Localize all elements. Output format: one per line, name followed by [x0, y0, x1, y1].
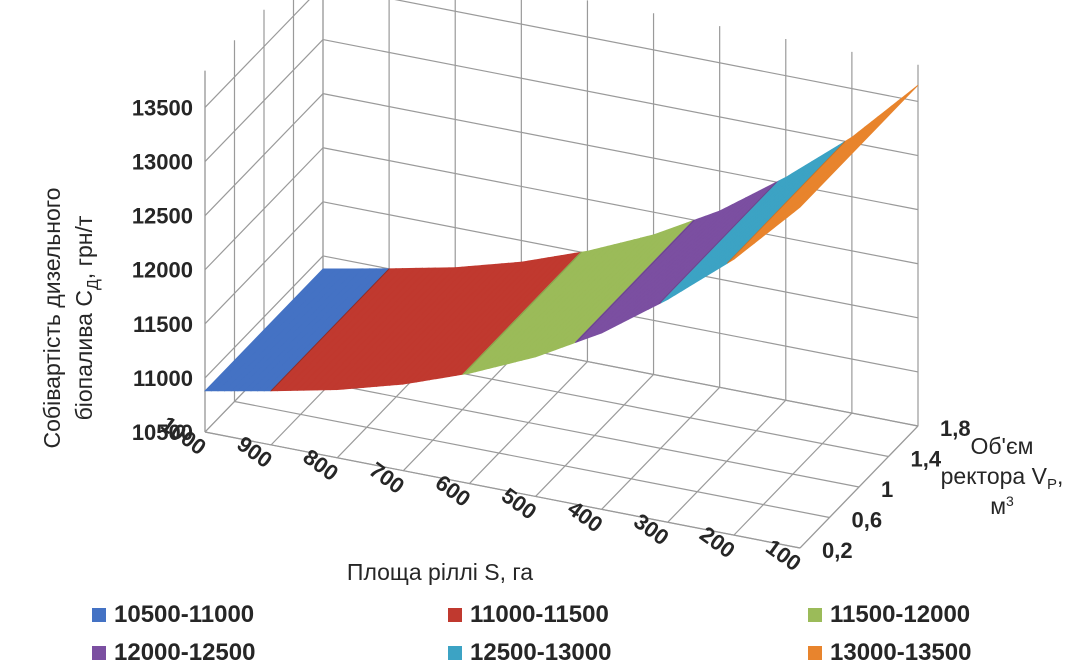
surface-patch [793, 84, 919, 213]
z-axis-label-line-2: біопалива СД, грн/т [71, 215, 102, 420]
legend-item: 13000-13500 [808, 634, 1048, 672]
band-boundary [270, 268, 390, 392]
y-tick-label: 1,8 [940, 416, 971, 441]
y-axis-label-line-1: Об'єм [970, 433, 1033, 459]
z-axis-label-line-1: Собівартість дизельного [39, 188, 65, 449]
chart-grid [204, 0, 919, 549]
band-boundary [726, 141, 846, 264]
legend-item: 10500-11000 [92, 596, 448, 634]
y-axis-line [799, 425, 919, 549]
grid-line-back [322, 147, 919, 265]
x-tick-label: 100 [761, 534, 805, 576]
legend-swatch-green [808, 608, 822, 622]
x-tick-label: 700 [365, 457, 409, 499]
grid-line-floor [234, 400, 830, 519]
y-axis-label: Об'єм ректора VP, м3 [941, 433, 1064, 519]
surface-chart: 10500 11000 11500 12000 12500 13000 13500 1000 9… [39, 0, 1064, 585]
x-tick-label: 400 [563, 496, 607, 538]
chart-legend: 10500-11000 11000-11500 11500-12000 1200… [92, 596, 1052, 672]
grid-line-floor [263, 370, 860, 488]
legend-swatch-blue [92, 608, 106, 622]
x-tick-label: 300 [629, 508, 673, 550]
z-tick-label: 13500 [132, 95, 193, 120]
z-axis-label: Собівартість дизельного біопалива СД, гр… [39, 188, 102, 449]
z-tick-label: 13000 [132, 150, 193, 175]
y-axis-label-line-2: ректора VP, [941, 463, 1064, 493]
y-axis-label-line-3: м3 [990, 493, 1014, 519]
band-boundary [270, 268, 390, 392]
y-tick-label: 0,2 [822, 538, 853, 563]
x-axis-label: Площа ріллі S, га [347, 559, 533, 585]
legend-item: 11000-11500 [448, 596, 808, 634]
y-tick-label: 0,6 [852, 508, 883, 533]
y-tick-label: 1 [881, 477, 893, 502]
legend-swatch-orange [808, 646, 822, 660]
x-tick-label: 500 [497, 483, 541, 525]
z-tick-label: 12500 [132, 204, 193, 229]
z-tick-label: 11000 [133, 366, 193, 391]
x-tick-label: 600 [431, 470, 475, 512]
legend-swatch-red [448, 608, 462, 622]
band-boundary [576, 219, 695, 343]
legend-swatch-purple [92, 646, 106, 660]
z-tick-label: 10500 [132, 420, 193, 445]
legend-item: 12000-12500 [92, 634, 448, 672]
band-boundary [463, 251, 582, 375]
x-tick-label: 900 [232, 431, 276, 473]
y-tick-label: 1,4 [911, 447, 942, 472]
x-tick-label: 1000 [156, 411, 210, 460]
grid-line-back [322, 38, 919, 157]
grid-line-back [394, 0, 919, 103]
legend-item: 11500-12000 [808, 596, 1048, 634]
x-tick-label: 800 [299, 444, 343, 486]
grid-line-back [322, 93, 919, 211]
band-boundary [658, 181, 777, 305]
x-tick-label: 200 [695, 521, 739, 563]
surface-plot [204, 84, 919, 392]
z-tick-label: 11500 [133, 312, 193, 337]
z-tick-label: 12000 [132, 258, 193, 283]
x-axis-line [204, 431, 801, 549]
legend-swatch-teal [448, 646, 462, 660]
legend-item: 12500-13000 [448, 634, 808, 672]
